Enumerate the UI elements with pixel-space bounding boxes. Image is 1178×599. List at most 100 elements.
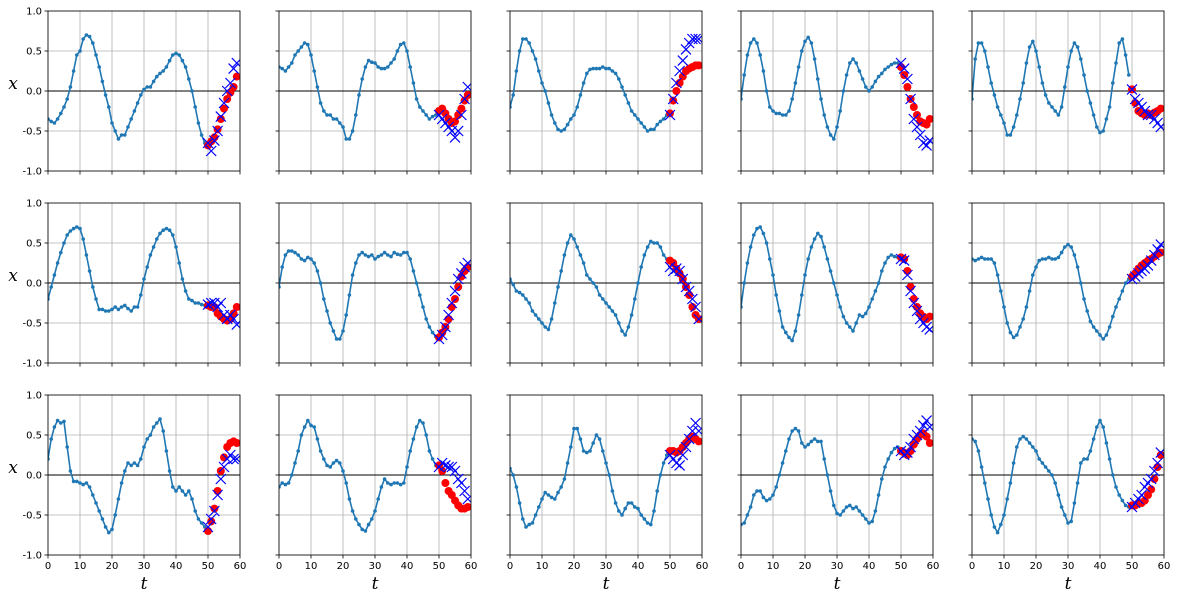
plot-area [972, 239, 1164, 341]
target-point [208, 135, 220, 147]
point [851, 329, 855, 333]
point [867, 305, 871, 309]
point [155, 237, 159, 241]
target-point [917, 419, 929, 431]
point [1002, 305, 1006, 309]
point [768, 105, 772, 109]
point [543, 325, 547, 329]
point [398, 482, 403, 487]
point [780, 325, 785, 329]
point [1063, 513, 1067, 517]
target-point [228, 313, 240, 325]
point [370, 517, 374, 521]
target-point [1126, 83, 1138, 95]
point [892, 446, 897, 451]
subplot [275, 202, 472, 367]
target-point [443, 309, 455, 321]
point [302, 425, 307, 429]
point [1043, 465, 1048, 469]
x-tick-label: 30 [831, 561, 844, 572]
point [864, 311, 868, 316]
point [1075, 45, 1080, 49]
point [148, 85, 153, 89]
point [976, 449, 981, 453]
point [1053, 109, 1057, 113]
subplot: 0 10 20 30 40 50 60 -1.0 -0.5 0.0 0.5 1.0 x t [8, 391, 246, 595]
target-point [436, 329, 448, 341]
target-point [898, 63, 910, 75]
point [55, 261, 60, 265]
point [52, 273, 57, 277]
point [1063, 245, 1067, 249]
point [1021, 81, 1025, 85]
point [972, 97, 974, 101]
point [521, 293, 525, 297]
point [75, 225, 79, 229]
point [883, 67, 887, 72]
point [992, 93, 997, 97]
point [302, 41, 307, 45]
point [585, 71, 589, 76]
point [588, 277, 592, 281]
point [828, 133, 833, 137]
point [510, 466, 512, 471]
x-tick-label: 10 [74, 561, 87, 572]
point [1085, 457, 1089, 461]
point [341, 329, 345, 333]
point [280, 481, 285, 485]
point [350, 509, 355, 513]
point [572, 237, 576, 241]
target-point [205, 513, 217, 525]
point [1088, 449, 1093, 453]
axes-frame [740, 394, 934, 556]
point [139, 457, 143, 461]
point [199, 521, 204, 525]
point [1059, 105, 1064, 109]
point [575, 105, 579, 109]
point [976, 257, 981, 261]
point [325, 309, 329, 313]
point [517, 49, 522, 53]
point [995, 530, 1000, 535]
point [774, 293, 778, 297]
point [870, 519, 874, 524]
point [1091, 437, 1096, 441]
point [844, 73, 849, 77]
point [1069, 49, 1073, 53]
axes-frame [47, 10, 241, 172]
point [1104, 117, 1109, 121]
point [1082, 297, 1086, 301]
target-point [443, 461, 455, 473]
point [819, 439, 823, 444]
point [658, 119, 663, 124]
point [357, 522, 361, 527]
point [610, 489, 615, 493]
point [979, 465, 984, 469]
prediction-point [207, 517, 216, 526]
point [784, 330, 788, 335]
point [123, 469, 127, 473]
point [100, 517, 105, 521]
point [59, 421, 63, 425]
point [376, 254, 381, 259]
target-point [202, 299, 214, 311]
subplot: 0 10 20 30 40 50 60 t [968, 394, 1170, 594]
target-point [680, 43, 692, 55]
point [1018, 325, 1022, 329]
point [661, 117, 666, 121]
point [562, 477, 567, 481]
point [373, 61, 377, 65]
point [983, 49, 987, 53]
point [761, 231, 766, 236]
point [1079, 461, 1083, 465]
target-point [901, 269, 913, 281]
point [119, 133, 124, 137]
point [1107, 457, 1112, 461]
point [325, 463, 329, 468]
point [835, 511, 839, 516]
point [344, 137, 349, 141]
target-point [449, 465, 461, 477]
target-point [895, 253, 907, 265]
point [1056, 255, 1061, 260]
point [607, 305, 611, 309]
